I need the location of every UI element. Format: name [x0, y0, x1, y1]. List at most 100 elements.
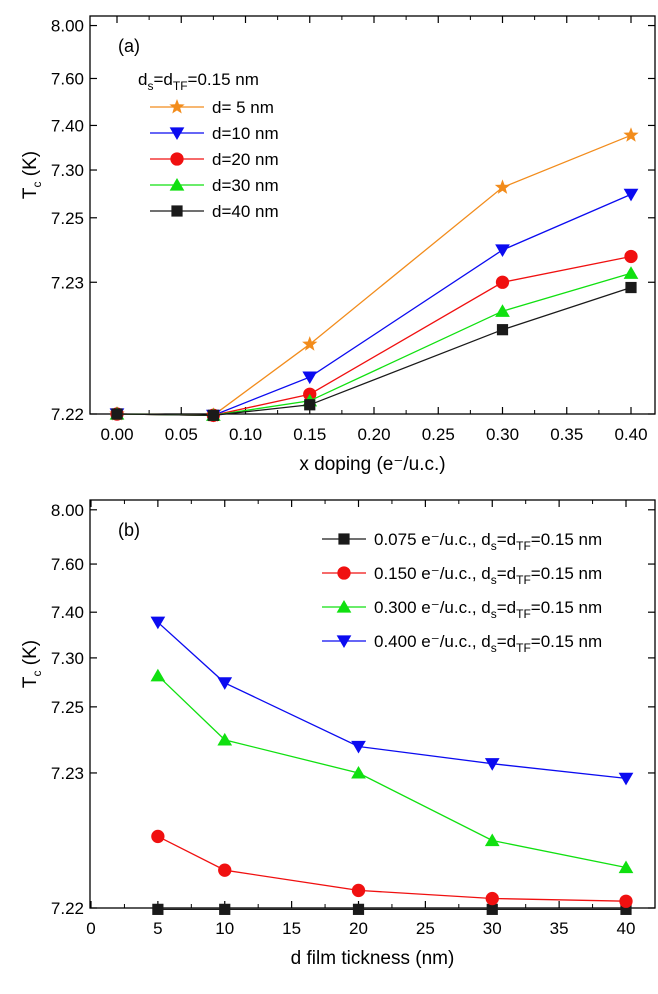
series-0 [152, 903, 632, 915]
legend-label-sub: TF [516, 573, 531, 587]
legend-label-sub: s [491, 641, 497, 655]
y-tick-label: 7.60 [51, 555, 84, 574]
legend: 0.075 e⁻/u.c., ds=dTF=0.15 nm0.150 e⁻/u.… [322, 530, 602, 655]
legend-marker [169, 127, 185, 140]
legend-label-sub: TF [516, 641, 531, 655]
legend-label-main: 0.150 e⁻/u.c., d [374, 564, 491, 583]
data-point [304, 399, 316, 411]
panel-label: (b) [118, 520, 140, 540]
y-axis-title: Tc (K) [20, 151, 44, 199]
legend-label-mid: =d [497, 632, 516, 651]
legend-marker [171, 205, 183, 217]
y-axis-title-sub: c [30, 182, 44, 188]
y-tick-label: 7.30 [51, 649, 84, 668]
series-line [116, 272, 632, 416]
legend: ds=dTF=0.15 nm d= 5 nm d=10 nm d=20 nm d=30 … [138, 70, 279, 221]
y-tick-label: 7.22 [51, 405, 84, 424]
data-point [618, 860, 634, 874]
legend-label-sub: TF [516, 607, 531, 621]
legend-header-part: d [138, 70, 147, 89]
x-tick-label: 10 [215, 919, 234, 938]
data-point [351, 765, 366, 779]
legend-label: d=10 nm [212, 124, 279, 143]
x-tick-label: 30 [483, 919, 502, 938]
data-point [620, 903, 632, 915]
legend-label-tail: =0.15 nm [531, 598, 602, 617]
data-point [302, 371, 318, 385]
legend-marker [338, 533, 350, 545]
legend-label: 0.400 e⁻/u.c., ds=dTF=0.15 nm [374, 632, 602, 655]
data-point [151, 829, 165, 844]
y-axis-title-unit: (K) [20, 640, 41, 671]
legend-label-mid: =d [497, 598, 516, 617]
data-point [218, 863, 232, 877]
x-tick-label: 0.35 [550, 425, 583, 444]
legend-marker [169, 178, 185, 191]
data-point [111, 408, 123, 420]
y-axis-title-main: T [20, 676, 41, 688]
y-axis-title-unit: (K) [20, 151, 41, 182]
series-1 [151, 829, 633, 908]
y-tick-label: 7.23 [51, 273, 84, 292]
legend-header-part: =0.15 nm [188, 70, 259, 89]
data-point [496, 324, 509, 336]
legend-label-sub: s [491, 607, 497, 621]
legend-marker [336, 635, 352, 648]
legend-header-sub: s [147, 79, 153, 93]
data-point [624, 249, 638, 264]
series-line [157, 675, 627, 869]
x-tick-label: 0.15 [293, 425, 326, 444]
series-line [116, 134, 632, 416]
y-tick-label: 8.00 [51, 501, 84, 520]
legend-label: d= 5 nm [212, 98, 274, 117]
data-point [495, 244, 510, 258]
x-tick-label: 20 [349, 919, 368, 938]
legend-label: d=20 nm [212, 150, 279, 169]
data-point [152, 903, 164, 915]
data-point [494, 179, 511, 194]
legend-label: 0.300 e⁻/u.c., ds=dTF=0.15 nm [374, 598, 602, 621]
y-tick-label: 7.25 [51, 209, 84, 228]
legend-marker [336, 600, 352, 613]
data-point [623, 127, 639, 142]
x-tick-label: 35 [550, 919, 569, 938]
plot-frame [89, 15, 656, 415]
x-tick-label: 0.10 [229, 425, 262, 444]
x-tick-label: 0.05 [165, 425, 198, 444]
data-point [219, 903, 231, 915]
data-point [623, 188, 639, 202]
series-line [116, 286, 632, 416]
legend-label-tail: =0.15 nm [531, 530, 602, 549]
y-tick-label: 7.25 [51, 698, 84, 717]
x-tick-label: 40 [617, 919, 636, 938]
series-0 [109, 127, 639, 422]
series-2 [150, 668, 634, 874]
series-4 [111, 281, 637, 421]
y-tick-label: 7.30 [51, 161, 84, 180]
series-2 [110, 249, 638, 422]
y-tick-label: 7.40 [51, 116, 84, 135]
data-point [217, 732, 233, 746]
legend-label: 0.150 e⁻/u.c., ds=dTF=0.15 nm [374, 564, 602, 587]
legend-label-tail: =0.15 nm [531, 632, 602, 651]
legend-label-mid: =d [497, 564, 516, 583]
x-tick-label: 0.00 [100, 425, 133, 444]
data-point [618, 772, 634, 786]
data-point [623, 266, 639, 279]
y-axis-title: Tc (K) [20, 640, 44, 688]
data-point [495, 275, 510, 289]
legend-label-sub: s [491, 539, 497, 553]
data-point [150, 668, 166, 682]
data-point [352, 903, 365, 915]
data-point [351, 883, 366, 898]
legend-header-part: =d [153, 70, 172, 89]
legend-marker [337, 566, 351, 580]
legend-label-main: 0.075 e⁻/u.c., d [374, 530, 491, 549]
data-point [619, 894, 633, 908]
legend-marker [169, 98, 185, 114]
y-axis-title-sub: c [30, 671, 44, 677]
series-1 [109, 188, 639, 423]
legend-label: 0.075 e⁻/u.c., ds=dTF=0.15 nm [374, 530, 602, 553]
legend-label-main: 0.300 e⁻/u.c., d [374, 598, 491, 617]
x-tick-label: 0 [86, 919, 95, 938]
